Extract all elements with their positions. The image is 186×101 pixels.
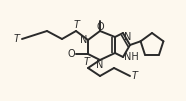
Text: O: O [67,49,75,59]
Text: T: T [14,34,20,44]
Text: N: N [80,35,87,45]
Text: NH: NH [124,52,139,62]
Text: T: T [84,57,90,67]
Text: O: O [96,22,104,32]
Text: T: T [74,20,80,30]
Text: T: T [132,71,138,81]
Text: N: N [96,59,104,69]
Text: N: N [124,33,131,43]
